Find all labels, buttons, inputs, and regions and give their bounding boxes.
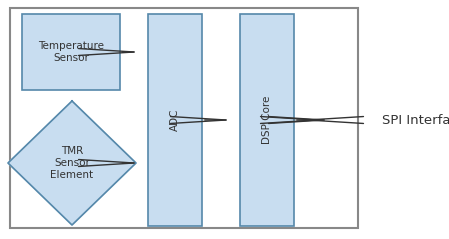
Bar [240,14,294,226]
Text: DSP Core: DSP Core [262,96,272,144]
Bar [22,14,120,90]
Polygon shape [8,101,136,225]
Text: TMR
Sensor
Element: TMR Sensor Element [50,147,93,179]
Text: SPI Interface: SPI Interface [382,114,449,126]
Text: Temperature
Sensor: Temperature Sensor [38,41,104,63]
Text: ADC: ADC [170,109,180,131]
Bar [10,8,358,228]
Bar [148,14,202,226]
